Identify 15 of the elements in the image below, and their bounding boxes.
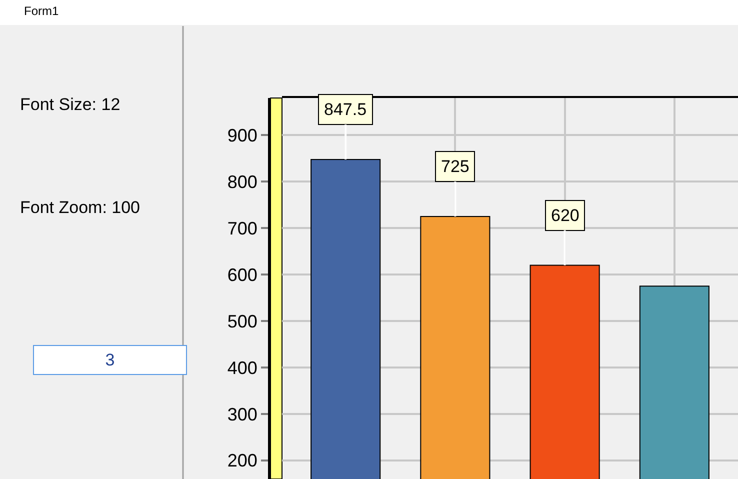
y-tick-label: 900	[227, 125, 258, 146]
y-tick-label: 800	[227, 172, 258, 192]
data-label: 620	[551, 206, 580, 225]
y-tick-label: 300	[227, 404, 258, 424]
text: Font Zoom: 100	[20, 198, 140, 217]
data-label: 725	[441, 157, 470, 176]
y-tick-label: 500	[227, 311, 258, 332]
y-tick-label: 400	[227, 358, 258, 378]
data-label: 847.5	[324, 100, 367, 119]
text: 3	[105, 350, 115, 370]
text: Form1	[24, 4, 59, 18]
y-tick-label: 200	[227, 450, 258, 471]
text: Font Size: 12	[20, 95, 120, 114]
y-tick-label: 700	[227, 218, 258, 238]
y-tick-label: 600	[227, 264, 258, 285]
